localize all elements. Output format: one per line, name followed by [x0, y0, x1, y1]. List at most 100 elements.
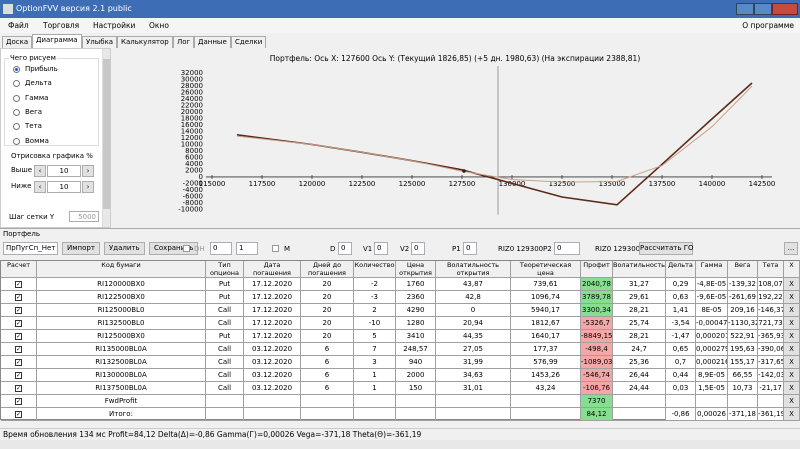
- delete-button[interactable]: X: [784, 330, 800, 343]
- table-cell: 24,7: [613, 343, 666, 356]
- y-tick-label: 16000: [181, 121, 203, 129]
- table-cell: Call: [206, 356, 244, 369]
- field-input[interactable]: 0: [463, 242, 477, 255]
- radio-button[interactable]: [13, 137, 20, 145]
- table-cell: [301, 395, 354, 408]
- delete-button[interactable]: X: [784, 369, 800, 382]
- spin-input[interactable]: 1: [236, 242, 258, 255]
- y-tick-label: 6000: [185, 154, 203, 162]
- maximize-button[interactable]: [754, 3, 772, 15]
- delete-button[interactable]: X: [784, 278, 800, 291]
- radio-button[interactable]: [13, 108, 20, 116]
- delete-button[interactable]: X: [784, 304, 800, 317]
- radio-button[interactable]: [13, 80, 20, 88]
- delete-button[interactable]: X: [784, 317, 800, 330]
- column-header: Вега: [728, 261, 758, 278]
- y-tick-label: 14000: [181, 128, 203, 136]
- toolbar-button[interactable]: Импорт: [62, 242, 100, 255]
- calc-checkbox[interactable]: ✓: [15, 346, 22, 353]
- about-menu[interactable]: О программе: [742, 21, 794, 30]
- radio-label: Вомма: [25, 136, 49, 145]
- field-input[interactable]: 0: [338, 242, 352, 255]
- delete-button[interactable]: X: [784, 291, 800, 304]
- column-header: Код бумаги: [37, 261, 206, 278]
- menu-item[interactable]: Настройки: [93, 21, 136, 30]
- calc-checkbox[interactable]: ✓: [15, 307, 22, 314]
- calc-checkbox[interactable]: ✓: [15, 411, 22, 418]
- toolbar-button[interactable]: Удалить: [104, 242, 145, 255]
- field-input[interactable]: 0: [554, 242, 580, 255]
- tab[interactable]: Сделки: [231, 36, 267, 48]
- spin-up[interactable]: ›: [82, 181, 94, 193]
- menu-item[interactable]: Торговля: [43, 21, 80, 30]
- field-input[interactable]: 0: [374, 242, 388, 255]
- table-cell: 03.12.2020: [244, 382, 301, 395]
- minimize-button[interactable]: [736, 3, 754, 15]
- radio-button[interactable]: [13, 94, 20, 102]
- delete-button[interactable]: X: [784, 395, 800, 408]
- menu-item[interactable]: Окно: [149, 21, 169, 30]
- table-cell: -3: [354, 291, 396, 304]
- menu-item[interactable]: Файл: [8, 21, 29, 30]
- spin-value[interactable]: 10: [47, 181, 81, 193]
- table-cell: FwdProfit: [37, 395, 206, 408]
- calc-checkbox[interactable]: ✓: [15, 398, 22, 405]
- calc-checkbox[interactable]: ✓: [15, 372, 22, 379]
- table-cell: 2000: [396, 369, 436, 382]
- tab[interactable]: Улыбка: [82, 36, 118, 48]
- tab[interactable]: Диаграмма: [32, 34, 82, 48]
- spin-up[interactable]: ›: [82, 165, 94, 177]
- table-cell: 4290: [396, 304, 436, 317]
- tab[interactable]: Калькулятор: [117, 36, 173, 48]
- tab[interactable]: Доска: [2, 36, 33, 48]
- delete-button[interactable]: X: [784, 356, 800, 369]
- grid-step-input[interactable]: 5000: [69, 211, 99, 222]
- spin-down[interactable]: ‹: [34, 181, 46, 193]
- y-tick-label: -10000: [178, 205, 203, 213]
- y-tick-label: 2000: [185, 166, 203, 174]
- field-input[interactable]: 0: [411, 242, 425, 255]
- calc-checkbox[interactable]: ✓: [15, 294, 22, 301]
- radio-button[interactable]: [13, 66, 20, 73]
- tab[interactable]: Данные: [194, 36, 231, 48]
- table-cell: 28,21: [613, 330, 666, 343]
- calc-checkbox[interactable]: ✓: [15, 333, 22, 340]
- portfolio-toolbar: Портфель ПрПугСп_Нет Импорт Удалить Сохранит…: [0, 229, 800, 259]
- table-cell: [1, 382, 37, 395]
- field-label: D: [330, 245, 336, 253]
- dh-checkbox[interactable]: [183, 245, 190, 252]
- more-button[interactable]: ...: [784, 242, 798, 255]
- table-cell: -21,17: [758, 382, 784, 395]
- table-cell: 20: [301, 291, 354, 304]
- table-cell: 2040,78: [581, 278, 613, 291]
- x-tick-label: 132500: [549, 180, 576, 188]
- table-cell: [666, 395, 696, 408]
- delete-button[interactable]: X: [784, 382, 800, 395]
- total-cell: -361,19: [758, 408, 784, 421]
- delete-button[interactable]: X: [784, 408, 800, 421]
- spin-down[interactable]: ‹: [34, 165, 46, 177]
- radio-button[interactable]: [13, 123, 20, 131]
- table-cell: [206, 395, 244, 408]
- table-cell: 20,94: [436, 317, 511, 330]
- table-cell: [1, 369, 37, 382]
- spin-input[interactable]: 0: [210, 242, 232, 255]
- calc-checkbox[interactable]: ✓: [15, 281, 22, 288]
- close-button[interactable]: [772, 3, 798, 15]
- delete-button[interactable]: X: [784, 343, 800, 356]
- tab[interactable]: Лог: [173, 36, 195, 48]
- table-cell: 1812,67: [511, 317, 581, 330]
- table-cell: 0,44: [666, 369, 696, 382]
- table-cell: 2360: [396, 291, 436, 304]
- y-tick-label: 20000: [181, 108, 203, 116]
- calc-checkbox[interactable]: ✓: [15, 359, 22, 366]
- calc-button[interactable]: Рассчитать ГО: [639, 242, 693, 255]
- strategy-dropdown[interactable]: ПрПугСп_Нет: [3, 242, 58, 255]
- spin-value[interactable]: 10: [47, 165, 81, 177]
- toolbar-button[interactable]: Сохранить: [149, 242, 199, 255]
- m-checkbox[interactable]: [272, 245, 279, 252]
- calc-checkbox[interactable]: ✓: [15, 320, 22, 327]
- table-cell: Call: [206, 317, 244, 330]
- calc-checkbox[interactable]: ✓: [15, 385, 22, 392]
- status-bar: Время обновления 134 мс Profit=84,12 Del…: [0, 428, 800, 440]
